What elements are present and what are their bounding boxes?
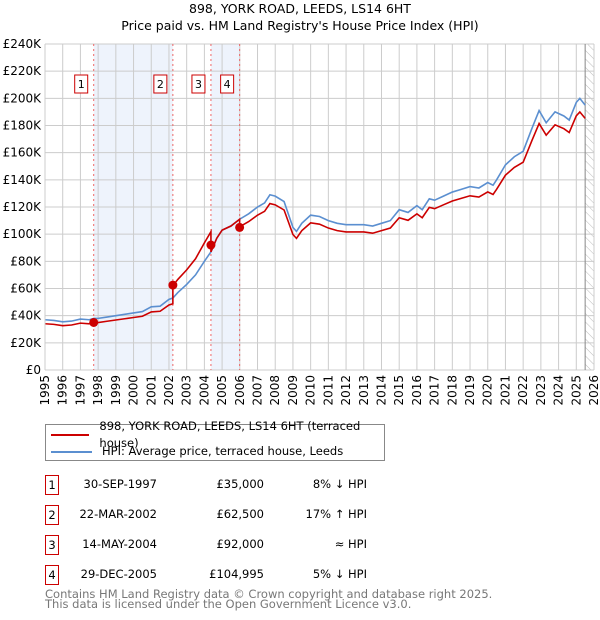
sale-marker-box <box>153 74 168 94</box>
sale-row: 4 29-DEC-2005 £104,995 5% ↓ HPI <box>45 565 375 585</box>
x-tick-label: 2022 <box>516 375 530 406</box>
y-tick-label: £180K <box>3 119 43 133</box>
y-tick-label: £80K <box>10 254 42 268</box>
sale-price: £92,000 <box>216 537 264 551</box>
x-tick-label: 2009 <box>286 375 300 406</box>
sale-date: 22-MAR-2002 <box>79 507 157 521</box>
sale-date: 14-MAY-2004 <box>82 537 157 551</box>
sale-point <box>89 317 99 327</box>
sale-price: £35,000 <box>216 477 264 491</box>
x-tick-label: 2006 <box>233 375 247 406</box>
sale-price: £62,500 <box>216 507 264 521</box>
x-tick-label: 2017 <box>428 375 442 406</box>
x-tick-label: 2005 <box>215 375 229 406</box>
sale-row: 1 30-SEP-1997 £35,000 8% ↓ HPI <box>45 475 375 495</box>
sale-row: 2 22-MAR-2002 £62,500 17% ↑ HPI <box>45 505 375 525</box>
x-tick-label: 1996 <box>56 375 70 406</box>
y-tick-label: £20K <box>10 336 42 350</box>
y-tick-label: £140K <box>3 173 43 187</box>
sale-point <box>235 222 245 232</box>
x-tick-label: 2026 <box>587 375 600 406</box>
x-tick-label: 2019 <box>463 375 477 406</box>
legend-swatch <box>51 433 90 436</box>
sale-marker-box <box>220 74 235 94</box>
sale-hpi-diff: 8% ↓ HPI <box>312 477 367 491</box>
subtitle-line: Price paid vs. HM Land Registry's House … <box>121 18 479 33</box>
x-tick-label: 2007 <box>251 375 265 406</box>
legend-item-hpi: HPI: Average price, terraced house, Leed… <box>51 443 343 460</box>
y-tick-label: £60K <box>10 282 42 296</box>
y-tick-label: £120K <box>3 200 43 214</box>
x-tick-label: 1998 <box>91 375 105 406</box>
footer-line: This data is licensed under the Open Gov… <box>45 597 412 611</box>
sale-price: £104,995 <box>209 567 264 581</box>
x-tick-label: 2014 <box>374 375 388 406</box>
sale-hpi-diff: ≈ HPI <box>334 537 367 551</box>
x-tick-label: 2013 <box>357 375 371 406</box>
x-tick-label: 2010 <box>304 375 318 406</box>
x-tick-label: 1997 <box>73 375 87 406</box>
x-tick-label: 2001 <box>144 375 158 406</box>
x-tick-label: 2023 <box>534 375 548 406</box>
x-tick-label: 2025 <box>569 375 583 406</box>
sale-hpi-diff: 5% ↓ HPI <box>312 567 367 581</box>
sale-marker-label: 3 <box>195 78 202 91</box>
legend: 898, YORK ROAD, LEEDS, LS14 6HT (terrace… <box>45 419 385 461</box>
sale-date: 30-SEP-1997 <box>83 477 157 491</box>
x-tick-label: 2011 <box>321 375 335 406</box>
sale-marker-label: 1 <box>78 78 85 91</box>
sale-marker-label: 4 <box>224 78 231 91</box>
sale-point <box>168 280 178 290</box>
property-price-line <box>44 110 586 327</box>
sale-point <box>206 240 216 250</box>
y-tick-label: £220K <box>3 64 43 78</box>
sale-marker-box <box>191 74 206 94</box>
x-tick-label: 2024 <box>552 375 566 406</box>
footer: Contains HM Land Registry data © Crown c… <box>45 587 493 611</box>
legend-swatch <box>51 450 92 453</box>
x-tick-label: 2020 <box>481 375 495 406</box>
x-tick-label: 2016 <box>410 375 424 406</box>
x-tick-label: 2012 <box>339 375 353 406</box>
x-tick-label: 2000 <box>127 375 141 406</box>
sale-hpi-diff: 17% ↑ HPI <box>305 507 367 521</box>
legend-label: HPI: Average price, terraced house, Leed… <box>102 444 344 458</box>
x-tick-label: 2003 <box>180 375 194 406</box>
sale-marker-box: 4 <box>45 565 59 585</box>
y-tick-label: £40K <box>10 309 42 323</box>
sale-marker-box: 1 <box>45 475 59 495</box>
sale-marker-box: 2 <box>45 505 59 525</box>
x-tick-label: 2004 <box>197 375 211 406</box>
x-tick-label: 2015 <box>392 375 406 406</box>
sale-marker-box <box>74 74 89 94</box>
y-tick-label: £100K <box>3 227 43 241</box>
x-tick-label: 1995 <box>38 375 52 406</box>
hpi-line <box>44 97 586 323</box>
x-tick-label: 2002 <box>162 375 176 406</box>
price-chart: £0 £20K £40K £60K £80K £100K £120K £140K £160K £1… <box>3 37 600 406</box>
x-tick-label: 1999 <box>109 375 123 406</box>
y-tick-label: £200K <box>3 91 43 105</box>
sale-marker-label: 2 <box>157 78 164 91</box>
footer-line: Contains HM Land Registry data © Crown c… <box>45 587 493 601</box>
x-tick-label: 2018 <box>445 375 459 406</box>
y-tick-label: £160K <box>3 146 43 160</box>
y-tick-label: £0 <box>26 363 41 377</box>
x-tick-label: 2021 <box>498 375 512 406</box>
sale-date: 29-DEC-2005 <box>80 567 157 581</box>
chart-title: 898, YORK ROAD, LEEDS, LS14 6HT Price pa… <box>0 0 600 34</box>
x-tick-label: 2008 <box>268 375 282 406</box>
sale-marker-box: 3 <box>45 535 59 555</box>
legend-label: 898, YORK ROAD, LEEDS, LS14 6HT (terrace… <box>99 418 361 450</box>
legend-item-property: 898, YORK ROAD, LEEDS, LS14 6HT (terrace… <box>51 419 384 450</box>
sale-row: 3 14-MAY-2004 £92,000 ≈ HPI <box>45 535 375 555</box>
title-line: 898, YORK ROAD, LEEDS, LS14 6HT <box>189 1 411 16</box>
y-tick-label: £240K <box>3 37 43 51</box>
